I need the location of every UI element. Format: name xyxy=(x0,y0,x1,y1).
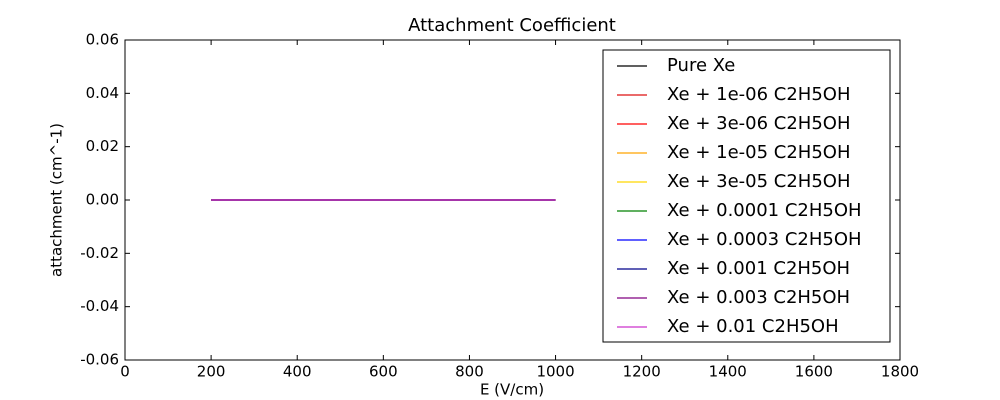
legend-label: Xe + 0.001 C2H5OH xyxy=(667,258,850,279)
x-tick-label: 0 xyxy=(120,363,130,381)
x-tick-label: 1600 xyxy=(795,363,833,381)
y-tick-label: 0.00 xyxy=(86,191,119,209)
x-tick-label: 200 xyxy=(197,363,226,381)
legend-label: Xe + 0.0001 C2H5OH xyxy=(667,200,862,221)
legend-label: Xe + 3e-06 C2H5OH xyxy=(667,113,850,134)
legend-label: Pure Xe xyxy=(667,55,735,76)
y-tick-label: 0.06 xyxy=(86,31,119,49)
legend-box xyxy=(602,49,891,343)
x-tick-label: 1400 xyxy=(709,363,747,381)
chart-title: Attachment Coefficient xyxy=(408,15,616,36)
legend-label: Xe + 0.003 C2H5OH xyxy=(667,287,850,308)
y-tick-label: 0.02 xyxy=(86,137,119,155)
legend-label: Xe + 0.0003 C2H5OH xyxy=(667,229,862,250)
y-axis-label: attachment (cm^-1) xyxy=(48,123,66,277)
x-axis-label: E (V/cm) xyxy=(480,381,544,399)
x-tick-label: 600 xyxy=(369,363,398,381)
y-tick-label: -0.04 xyxy=(80,297,119,315)
x-tick-label: 1200 xyxy=(623,363,661,381)
y-tick-label: -0.02 xyxy=(80,244,119,262)
plot-frame xyxy=(124,39,901,361)
x-tick-label: 400 xyxy=(283,363,312,381)
legend-label: Xe + 1e-05 C2H5OH xyxy=(667,142,850,163)
y-tick-label: 0.04 xyxy=(86,84,119,102)
x-tick-label: 1000 xyxy=(536,363,574,381)
legend-label: Xe + 1e-06 C2H5OH xyxy=(667,84,850,105)
x-tick-label: 1800 xyxy=(881,363,919,381)
x-tick-label: 800 xyxy=(455,363,484,381)
legend-label: Xe + 0.01 C2H5OH xyxy=(667,316,839,337)
legend-label: Xe + 3e-05 C2H5OH xyxy=(667,171,850,192)
y-tick-label: -0.06 xyxy=(80,351,119,369)
